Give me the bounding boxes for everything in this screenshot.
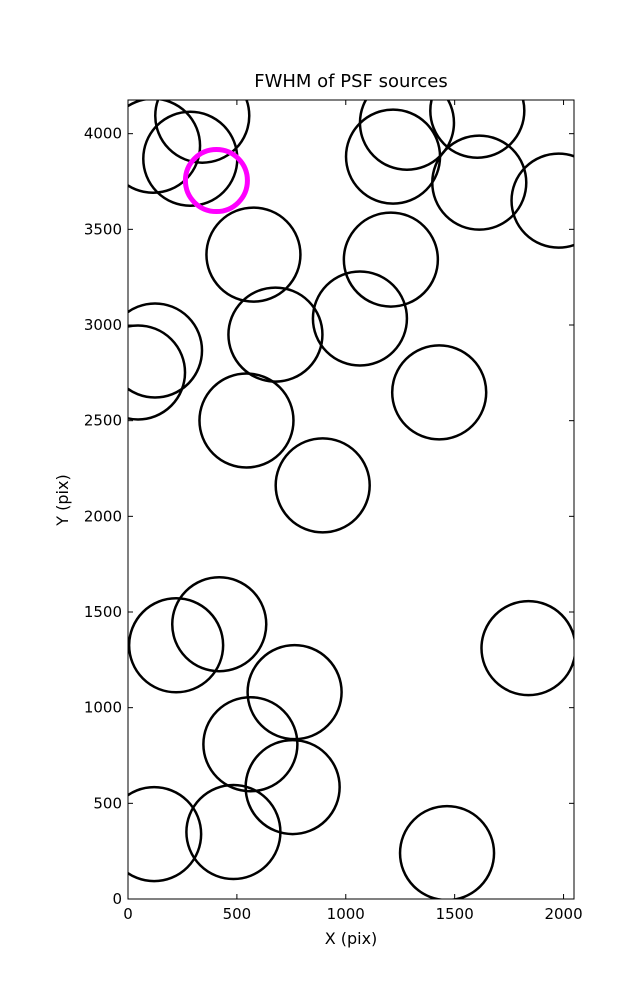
source-marker bbox=[170, 575, 268, 673]
y-tick-label: 1500 bbox=[84, 603, 122, 621]
chart-title: FWHM of PSF sources bbox=[254, 71, 448, 92]
x-tick-label: 1500 bbox=[436, 905, 474, 923]
source-marker bbox=[205, 206, 302, 303]
source-marker bbox=[510, 152, 574, 249]
source-marker bbox=[128, 597, 225, 694]
x-tick-label: 500 bbox=[223, 905, 252, 923]
plot-area bbox=[128, 100, 574, 899]
y-tick-label: 500 bbox=[93, 794, 122, 812]
y-axis-label: Y (pix) bbox=[53, 474, 72, 526]
source-marker bbox=[128, 785, 203, 883]
y-tick-label: 4000 bbox=[84, 125, 122, 143]
source-marker bbox=[154, 100, 251, 164]
x-axis-label: X (pix) bbox=[325, 929, 378, 948]
y-tick-label: 2000 bbox=[84, 507, 122, 525]
x-tick-label: 1000 bbox=[327, 905, 365, 923]
y-tick-label: 3000 bbox=[84, 316, 122, 334]
source-marker bbox=[342, 211, 440, 308]
x-tick-label: 2000 bbox=[544, 905, 582, 923]
source-marker bbox=[182, 147, 250, 215]
y-tick-label: 1000 bbox=[84, 699, 122, 717]
source-marker bbox=[429, 100, 526, 159]
x-tick-label: 0 bbox=[123, 905, 133, 923]
plot-frame bbox=[127, 99, 575, 900]
y-tick-label: 3500 bbox=[84, 220, 122, 238]
source-marker bbox=[431, 134, 528, 231]
y-tick-label: 2500 bbox=[84, 412, 122, 430]
y-tick-label: 0 bbox=[112, 890, 122, 908]
source-marker bbox=[480, 599, 574, 697]
source-marker bbox=[185, 783, 282, 881]
source-marker bbox=[198, 372, 295, 469]
source-marker bbox=[128, 324, 187, 421]
source-marker bbox=[202, 695, 299, 793]
source-marker bbox=[311, 270, 409, 367]
source-marker bbox=[227, 286, 324, 383]
source-marker bbox=[344, 108, 442, 205]
source-marker bbox=[128, 302, 204, 399]
source-marker bbox=[398, 804, 496, 899]
source-marker bbox=[244, 738, 341, 836]
source-marker bbox=[390, 344, 488, 441]
source-marker bbox=[128, 100, 202, 194]
source-marker bbox=[274, 437, 371, 534]
